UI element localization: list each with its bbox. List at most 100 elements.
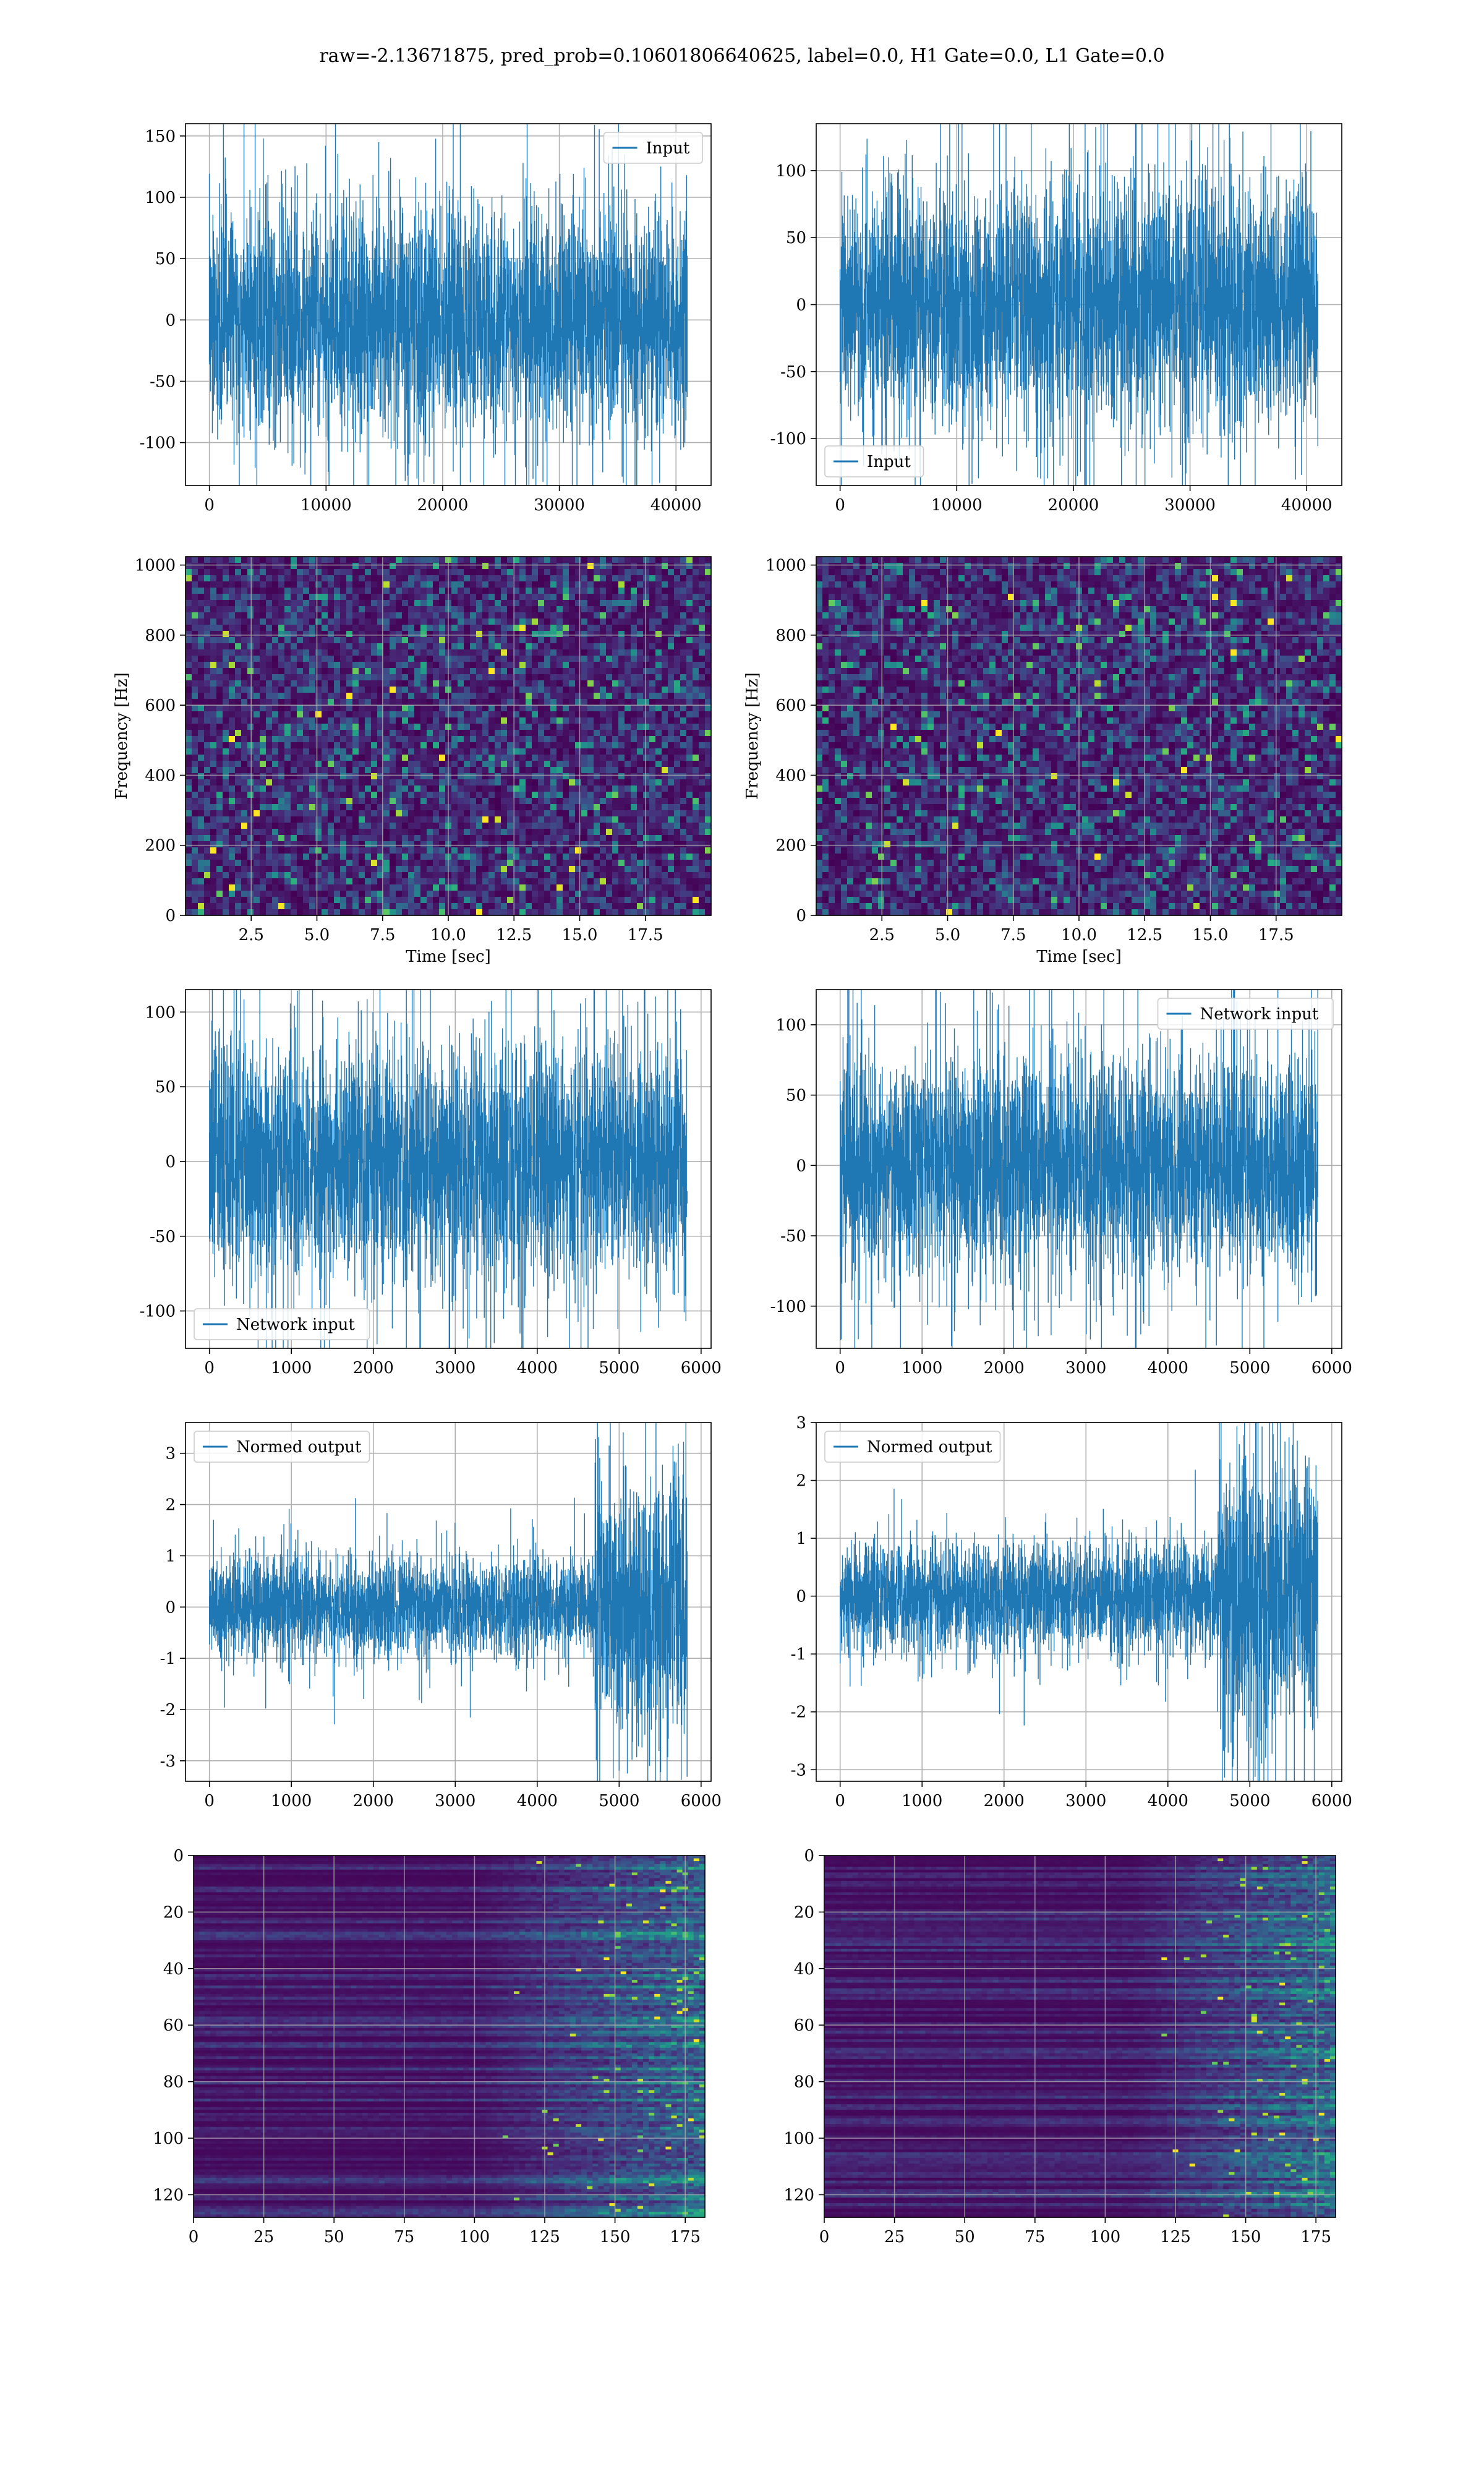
heatmap-cell bbox=[587, 785, 594, 792]
heatmap-cell bbox=[544, 854, 551, 860]
heatmap-cell bbox=[433, 823, 440, 829]
heatmap-cell bbox=[235, 891, 242, 897]
heatmap-cell bbox=[402, 884, 409, 891]
heatmap-cell bbox=[303, 755, 310, 761]
heatmap-cell bbox=[526, 847, 532, 854]
heatmap-cell bbox=[402, 717, 409, 724]
heatmap-cell bbox=[198, 594, 205, 601]
heatmap-cell bbox=[501, 600, 508, 607]
heatmap-cell bbox=[247, 674, 254, 681]
heatmap-cell bbox=[526, 618, 532, 625]
heatmap-cell bbox=[291, 575, 297, 582]
heatmap-cell bbox=[655, 847, 662, 854]
heatmap-cell bbox=[705, 724, 712, 730]
heatmap-cell bbox=[309, 909, 316, 916]
heatmap-cell bbox=[284, 594, 291, 601]
heatmap-cell bbox=[556, 736, 563, 743]
heatmap-cell bbox=[458, 742, 464, 749]
heatmap-cell bbox=[625, 816, 631, 823]
heatmap-cell bbox=[519, 600, 526, 607]
heatmap-cell bbox=[266, 717, 273, 724]
heatmap-cell bbox=[581, 829, 588, 836]
heatmap-cell bbox=[550, 798, 557, 805]
heatmap-cell bbox=[507, 761, 514, 768]
heatmap-cell bbox=[519, 631, 526, 638]
heatmap-cell bbox=[402, 810, 409, 817]
heatmap-cell bbox=[420, 866, 427, 873]
heatmap-cell bbox=[303, 557, 310, 563]
heatmap-cell bbox=[532, 835, 539, 842]
heatmap-cell bbox=[569, 631, 576, 638]
heatmap-cell bbox=[674, 804, 681, 811]
heatmap-cell bbox=[705, 730, 712, 737]
heatmap-cell bbox=[495, 761, 501, 768]
heatmap-cell bbox=[420, 581, 427, 588]
heatmap-cell bbox=[680, 662, 687, 669]
heatmap-cell bbox=[507, 711, 514, 718]
heatmap-cell bbox=[340, 804, 347, 811]
heatmap-cell bbox=[340, 612, 347, 619]
heatmap-cell bbox=[309, 711, 316, 718]
heatmap-cell bbox=[501, 569, 508, 576]
heatmap-cell bbox=[241, 563, 248, 570]
heatmap-cell bbox=[291, 668, 297, 675]
heatmap-cell bbox=[482, 606, 489, 613]
heatmap-cell bbox=[538, 649, 545, 656]
heatmap-cell bbox=[507, 643, 514, 650]
heatmap-cell bbox=[705, 705, 712, 712]
heatmap-cell bbox=[229, 575, 236, 582]
heatmap-cell bbox=[451, 841, 458, 848]
heatmap-cell bbox=[328, 736, 335, 743]
heatmap-cell bbox=[346, 742, 353, 749]
heatmap-cell bbox=[204, 878, 211, 885]
heatmap-cell bbox=[587, 810, 594, 817]
heatmap-cell bbox=[334, 847, 341, 854]
heatmap-cell bbox=[587, 829, 594, 836]
heatmap-cell bbox=[322, 662, 328, 669]
heatmap-cell bbox=[322, 823, 328, 829]
heatmap-cell bbox=[464, 575, 471, 582]
heatmap-cell bbox=[680, 705, 687, 712]
heatmap-cell bbox=[402, 581, 409, 588]
heatmap-cell bbox=[235, 693, 242, 700]
heatmap-cell bbox=[334, 903, 341, 910]
heatmap-cell bbox=[699, 779, 706, 786]
heatmap-cell bbox=[643, 823, 650, 829]
heatmap-cell bbox=[241, 742, 248, 749]
heatmap-cell bbox=[334, 810, 341, 817]
heatmap-cell bbox=[625, 748, 631, 755]
heatmap-cell bbox=[272, 637, 279, 644]
heatmap-cell bbox=[464, 792, 471, 798]
heatmap-cell bbox=[643, 668, 650, 675]
heatmap-cell bbox=[216, 816, 223, 823]
heatmap-cell bbox=[346, 903, 353, 910]
heatmap-cell bbox=[649, 563, 656, 570]
heatmap-cell bbox=[451, 563, 458, 570]
heatmap-cell bbox=[192, 779, 198, 786]
heatmap-cell bbox=[544, 730, 551, 737]
heatmap-cell bbox=[433, 699, 440, 706]
heatmap-cell bbox=[686, 631, 693, 638]
heatmap-cell bbox=[693, 594, 699, 601]
heatmap-cell bbox=[519, 662, 526, 669]
heatmap-cell bbox=[186, 891, 192, 897]
heatmap-cell bbox=[662, 736, 668, 743]
heatmap-cell bbox=[569, 736, 576, 743]
heatmap-cell bbox=[309, 618, 316, 625]
heatmap-cell bbox=[538, 767, 545, 774]
heatmap-cell bbox=[563, 600, 569, 607]
heatmap-cell bbox=[563, 711, 569, 718]
heatmap-cell bbox=[625, 705, 631, 712]
heatmap-cell bbox=[569, 872, 576, 879]
heatmap-cell bbox=[352, 662, 359, 669]
heatmap-cell bbox=[686, 724, 693, 730]
heatmap-cell bbox=[346, 680, 353, 687]
heatmap-cell bbox=[507, 581, 514, 588]
heatmap-cell bbox=[674, 606, 681, 613]
heatmap-cell bbox=[229, 798, 236, 805]
heatmap-cell bbox=[420, 829, 427, 836]
heatmap-cell bbox=[569, 761, 576, 768]
heatmap-cell bbox=[365, 767, 372, 774]
heatmap-cell bbox=[216, 810, 223, 817]
heatmap-cell bbox=[235, 674, 242, 681]
